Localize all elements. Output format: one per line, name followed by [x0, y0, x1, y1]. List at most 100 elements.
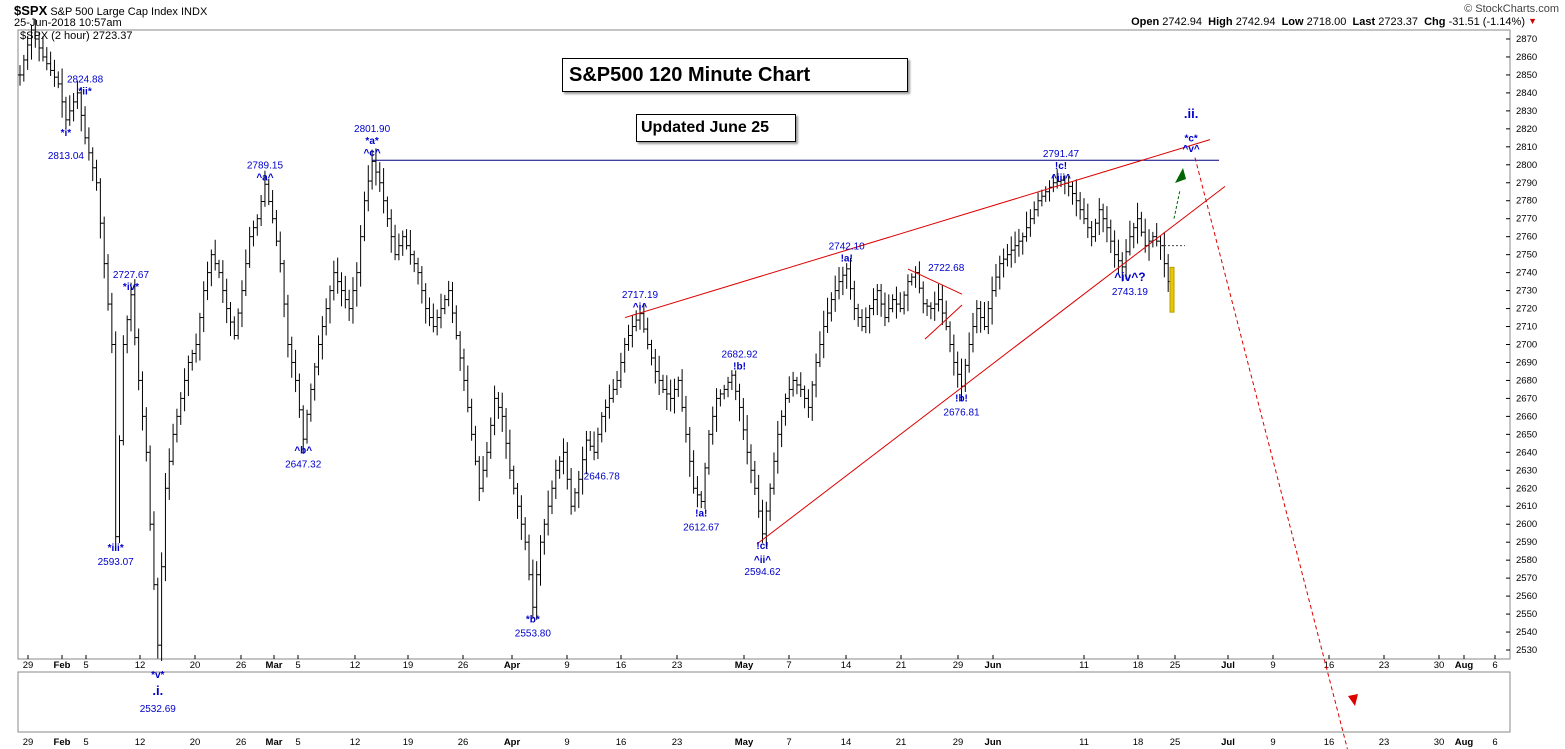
wave-value: 2553.80: [515, 629, 552, 640]
exchange-label: INDX: [181, 6, 208, 18]
y-tick-label: 2850: [1516, 70, 1537, 81]
wave-value: 2676.81: [943, 408, 980, 419]
wave-value: 2789.15: [247, 161, 284, 172]
x-tick-label: 9: [1270, 660, 1275, 671]
chg-label: Chg: [1424, 16, 1446, 28]
x-tick-label-bottom: 19: [403, 737, 414, 748]
wave-label-sub: ^ii^: [754, 555, 771, 566]
x-tick-label-bottom: 26: [236, 737, 247, 748]
y-tick-label: 2540: [1516, 627, 1537, 638]
x-tick-label: 23: [672, 660, 683, 671]
y-tick-label: 2800: [1516, 160, 1537, 171]
wave-value: 2594.62: [744, 567, 781, 578]
x-tick-label-bottom: 25: [1170, 737, 1181, 748]
updated-box: Updated June 25: [636, 114, 796, 142]
upper-trendline: [624, 139, 1211, 319]
wave-label: ^b^: [294, 446, 312, 457]
symbol-label: $SPX: [14, 3, 48, 18]
x-tick-label-bottom: 18: [1133, 737, 1144, 748]
wave-annotations: 2824.88*ii**i*2813.042727.67*iv**iii*259…: [48, 74, 1200, 715]
wave-value: 2647.32: [285, 460, 322, 471]
x-tick-label: Aug: [1455, 660, 1474, 671]
triangle-upper: [907, 268, 963, 295]
last-label: Last: [1352, 16, 1376, 28]
wave-label: *i*: [61, 128, 72, 139]
x-tick-label: 5: [83, 660, 88, 671]
wave-label: !a!: [841, 253, 853, 264]
y-tick-label: 2760: [1516, 232, 1537, 243]
y-tick-label: 2630: [1516, 465, 1537, 476]
y-tick-label: 2750: [1516, 250, 1537, 261]
x-tick-label: 11: [1079, 660, 1089, 671]
x-tick-label-bottom: 12: [350, 737, 361, 748]
lower-trendline: [756, 185, 1226, 545]
y-tick-label: 2650: [1516, 429, 1537, 440]
wave-label: *b*: [526, 615, 540, 626]
x-tick-label: Apr: [504, 660, 521, 671]
y-tick-label: 2690: [1516, 357, 1537, 368]
x-tick-label-bottom: 9: [564, 737, 569, 748]
wave-label: ^a^: [256, 173, 273, 184]
y-tick-label: 2590: [1516, 537, 1537, 548]
x-tick-label-bottom: 23: [672, 737, 683, 748]
high-label: High: [1208, 16, 1233, 28]
x-tick-label: 26: [458, 660, 469, 671]
wave-value: 2743.19: [1112, 287, 1149, 298]
y-tick-label: 2570: [1516, 573, 1537, 584]
y-tick-label: 2710: [1516, 322, 1537, 333]
y-tick-label: 2700: [1516, 340, 1537, 351]
x-tick-label-bottom: 29: [953, 737, 964, 748]
last-value: 2723.37: [1378, 16, 1418, 28]
green-arrow-line: [1173, 189, 1181, 219]
y-tick-label: 2830: [1516, 106, 1537, 117]
wave-value: 2612.67: [683, 523, 720, 534]
wave-label: *c*: [1184, 133, 1197, 144]
wave-label: !c!: [1055, 161, 1067, 172]
wave-value: 2742.10: [829, 241, 866, 252]
x-tick-label: 30: [1434, 660, 1445, 671]
x-tick-label-bottom: Feb: [54, 737, 71, 748]
x-tick-label: May: [735, 660, 754, 671]
wave-label: !a!: [695, 509, 707, 520]
wave-label: *a*: [365, 136, 378, 147]
wave-label-panel: *v*: [151, 670, 164, 681]
y-tick-label: 2780: [1516, 196, 1537, 207]
y-tick-label: 2620: [1516, 483, 1537, 494]
x-tick-label-bottom: 11: [1079, 737, 1089, 748]
x-tick-label-bottom: 21: [896, 737, 907, 748]
y-tick-label: 2870: [1516, 34, 1537, 45]
x-tick-label-bottom: Jun: [985, 737, 1002, 748]
y-tick-label: 2790: [1516, 178, 1537, 189]
x-tick-label-bottom: 29: [23, 737, 34, 748]
dropdown-arrow-icon[interactable]: ▼: [1528, 16, 1537, 26]
y-tick-label: 2680: [1516, 375, 1537, 386]
y-tick-label: 2820: [1516, 124, 1537, 135]
wave-value: 2824.88: [67, 74, 104, 85]
y-tick-label: 2720: [1516, 304, 1537, 315]
x-tick-label: 20: [190, 660, 201, 671]
x-tick-label: 29: [953, 660, 964, 671]
y-tick-label: 2770: [1516, 214, 1537, 225]
wave-label: ^i^: [633, 302, 648, 313]
x-tick-label-bottom: Apr: [504, 737, 521, 748]
x-tick-label: Jun: [985, 660, 1002, 671]
x-tick-label: 16: [616, 660, 627, 671]
x-tick-label-bottom: May: [735, 737, 754, 748]
x-tick-label: Feb: [54, 660, 71, 671]
x-tick-label: 25: [1170, 660, 1181, 671]
wave-label-sub: ^c^: [363, 148, 380, 159]
x-tick-label-bottom: 30: [1434, 737, 1445, 748]
low-value: 2718.00: [1306, 16, 1347, 28]
lower-panel-frame: [17, 671, 1511, 733]
series-label: $SPX (2 hour) 2723.37: [20, 30, 133, 42]
x-tick-label-bottom: 26: [458, 737, 469, 748]
x-tick-label-bottom: 9: [1270, 737, 1275, 748]
date-label: 25-Jun-2018 10:57am: [14, 17, 122, 29]
x-tick-label-bottom: Mar: [266, 737, 283, 748]
x-tick-label-bottom: 16: [1324, 737, 1335, 748]
wave-value: 2593.07: [98, 557, 135, 568]
x-tick-label-bottom: 12: [135, 737, 146, 748]
wave-label: 2646.78: [584, 471, 621, 482]
x-tick-label: 23: [1379, 660, 1390, 671]
open-label: Open: [1131, 16, 1160, 28]
